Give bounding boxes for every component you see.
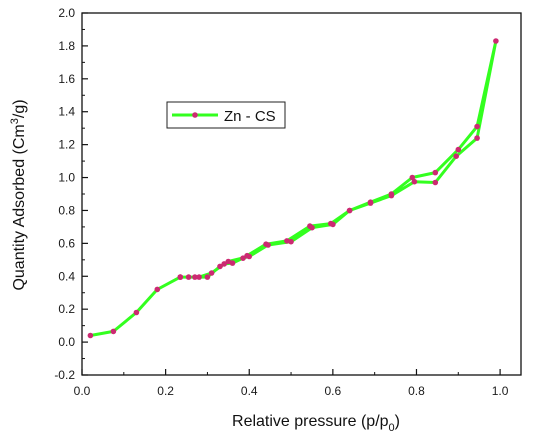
data-series	[87, 38, 499, 339]
data-point	[177, 274, 184, 280]
y-tick-label: 1.8	[58, 39, 75, 53]
plot-frame	[81, 12, 522, 376]
y-tick-label: 0.0	[58, 335, 75, 349]
data-point	[240, 255, 246, 261]
data-point	[409, 174, 416, 181]
y-tick-label: 0.2	[58, 302, 75, 316]
data-point	[455, 146, 462, 153]
data-point	[225, 258, 232, 265]
x-tick-label: 1.0	[492, 384, 509, 398]
y-tick-label: 0.6	[58, 236, 75, 250]
x-tick-label: 0.8	[408, 384, 425, 398]
x-tick-label: 0.6	[325, 384, 342, 398]
data-point	[208, 270, 215, 276]
y-axis-title-end: /g)	[11, 99, 28, 118]
x-axis-title-main: Relative pressure (p/p	[232, 413, 389, 430]
y-tick-label: 1.6	[58, 72, 75, 86]
data-point	[411, 178, 418, 185]
legend: Zn - CS	[166, 101, 286, 129]
data-point	[388, 191, 395, 197]
data-point	[346, 207, 353, 214]
data-point	[133, 309, 140, 316]
data-point	[265, 242, 271, 248]
data-point	[432, 169, 439, 176]
data-point	[221, 261, 227, 267]
y-axis-title-main: Quantity Adsorbed (Cm	[11, 124, 28, 290]
legend-label: Zn - CS	[224, 108, 276, 125]
data-point	[367, 199, 374, 205]
y-tick-label: 1.2	[58, 138, 75, 152]
axis-ticks	[81, 12, 501, 376]
x-axis-title-subscript: 0	[389, 422, 395, 434]
data-point	[185, 274, 192, 280]
x-tick-label: 0.0	[74, 384, 91, 398]
data-point	[288, 238, 294, 245]
y-axis-title-superscript: 3	[9, 118, 21, 124]
y-tick-label: -0.2	[54, 368, 75, 382]
tick-labels: 0.0 0.2 0.4 0.6 0.8 1.0 -0.2 0.0 0.2 0.4 0.6 0.8 1.0…	[54, 6, 508, 398]
y-tick-label: 2.0	[58, 6, 75, 20]
data-point	[330, 221, 336, 228]
y-tick-label: 0.4	[58, 269, 75, 283]
data-point	[474, 135, 480, 141]
data-point	[493, 38, 499, 44]
data-point	[246, 253, 252, 260]
x-tick-label: 0.2	[157, 384, 174, 398]
data-point	[229, 260, 236, 266]
series-line	[88, 39, 498, 337]
data-point	[217, 263, 223, 270]
data-point	[453, 153, 460, 159]
data-point	[87, 332, 94, 339]
data-point	[474, 123, 480, 130]
y-tick-label: 0.8	[58, 203, 75, 217]
data-point	[196, 274, 202, 280]
data-point	[432, 179, 439, 186]
data-point	[204, 274, 211, 280]
x-axis-title-end: )	[395, 413, 400, 430]
data-point	[192, 274, 198, 280]
y-tick-label: 1.0	[58, 171, 75, 185]
data-point	[309, 224, 315, 231]
legend-marker-sample	[192, 112, 198, 118]
data-point	[110, 328, 117, 335]
x-tick-label: 0.4	[241, 384, 258, 398]
y-tick-label: 1.4	[58, 105, 75, 119]
x-axis-title: Relative pressure (p/p0)	[232, 413, 400, 434]
y-axis-title: Quantity Adsorbed (Cm3/g)	[9, 99, 28, 290]
data-point	[154, 286, 161, 293]
